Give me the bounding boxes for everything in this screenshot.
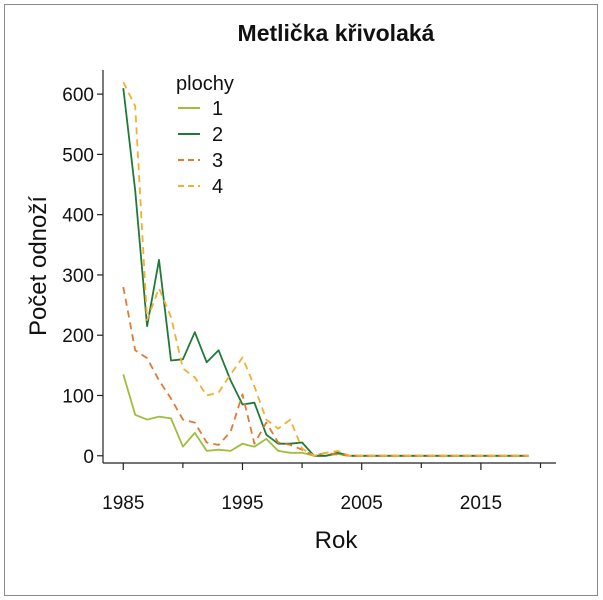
chart-axes: 0 100 200 300 400 500 600 1985 1995 2005 2015	[62, 70, 556, 514]
legend: plochy 1 2 3 4	[176, 73, 234, 198]
chart-title: Metlička křivolaká	[238, 20, 435, 46]
series-line-1	[122, 374, 529, 457]
x-tick-label: 1985	[102, 493, 144, 514]
x-axis-label: Rok	[315, 527, 359, 554]
x-tick-label: 2005	[341, 493, 383, 514]
legend-label-4: 4	[212, 176, 223, 198]
legend-label-3: 3	[212, 150, 223, 172]
y-tick-label: 600	[62, 85, 94, 106]
x-tick-label: 1995	[221, 493, 263, 514]
y-tick-label: 100	[62, 386, 94, 407]
legend-label-2: 2	[212, 124, 223, 146]
series-line-4	[122, 81, 529, 457]
x-tick-label: 2015	[460, 493, 502, 514]
y-tick-label: 400	[62, 206, 94, 227]
y-tick-label: 200	[62, 326, 94, 347]
y-tick-label: 300	[62, 266, 94, 287]
series-line-3	[122, 286, 529, 457]
y-tick-label: 500	[62, 145, 94, 166]
series-line-2	[122, 87, 529, 457]
legend-label-1: 1	[212, 98, 223, 120]
series-lines	[122, 81, 529, 457]
y-tick-label: 0	[83, 447, 94, 468]
legend-title: plochy	[176, 73, 234, 95]
y-axis-label: Počet odnoží	[25, 196, 52, 336]
